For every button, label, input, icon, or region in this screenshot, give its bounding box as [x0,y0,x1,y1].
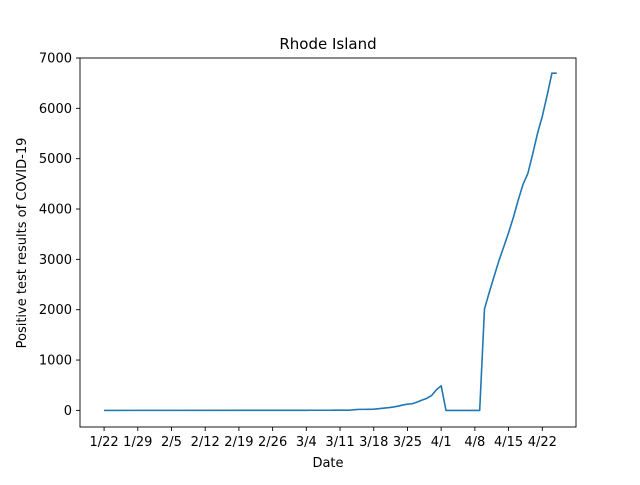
plot-area: 1/22 1/29 2/5 2/12 2/19 2/26 3/4 3/11 3/18 3/25 4/… [39,52,577,450]
y-tick-label: 1000 [39,354,72,369]
x-tick-label: 2/19 [224,435,253,450]
x-axis-label: Date [312,456,343,471]
x-tick-label: 2/5 [161,435,182,450]
y-tick-label: 4000 [39,203,72,218]
x-tick-label: 4/1 [431,435,452,450]
y-tick-label: 6000 [39,102,72,117]
y-tick-label: 2000 [39,303,72,318]
x-tick-label: 3/25 [393,435,422,450]
y-tick-label: 5000 [39,152,72,167]
y-tick-label: 0 [64,404,72,419]
x-tick-label: 3/18 [359,435,388,450]
series-line [104,72,557,412]
x-tick-label: 3/11 [325,435,354,450]
x-tick-label: 3/4 [296,435,317,450]
x-tick-label: 1/29 [123,435,152,450]
chart-title: Rhode Island [279,35,376,53]
x-tick-label: 4/8 [464,435,485,450]
y-tick-label: 3000 [39,253,72,268]
axes-frame [79,57,577,428]
y-axis-label: Positive test results of COVID-19 [15,138,30,349]
y-tick-label: 7000 [39,52,72,67]
x-tick-label: 4/22 [528,435,557,450]
x-tick-label: 1/22 [89,435,118,450]
x-tick-label: 2/12 [191,435,220,450]
x-tick-label: 2/26 [258,435,287,450]
x-tick-label: 4/15 [494,435,523,450]
